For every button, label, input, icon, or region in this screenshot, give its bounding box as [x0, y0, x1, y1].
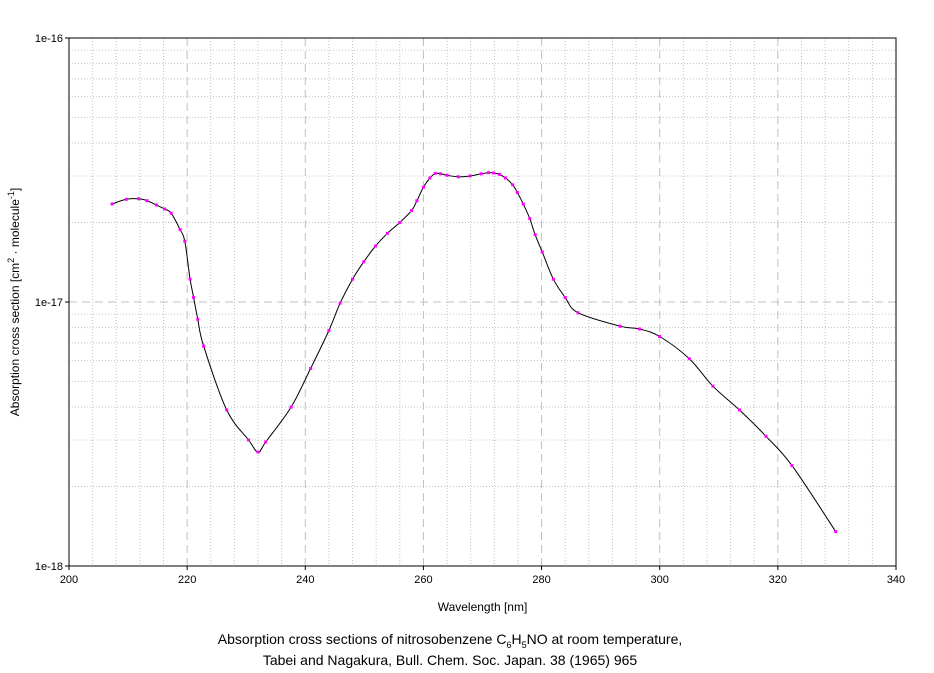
y-axis-label: Absorption cross section [cm2 · molecule…: [6, 187, 22, 417]
x-tick-label: 340: [887, 574, 905, 586]
data-point: [479, 172, 483, 176]
data-point: [638, 327, 642, 331]
y-tick-label: 1e-16: [35, 33, 63, 45]
data-point: [415, 199, 419, 203]
data-point: [764, 434, 768, 438]
data-point: [511, 183, 515, 187]
data-point: [385, 231, 389, 235]
data-point: [687, 357, 691, 361]
data-point: [256, 450, 260, 454]
data-point: [196, 317, 200, 321]
x-tick-label: 240: [296, 574, 314, 586]
data-point: [486, 171, 490, 175]
data-points: [110, 171, 838, 534]
data-point: [264, 440, 268, 444]
data-point: [202, 344, 206, 348]
data-point: [498, 173, 502, 176]
data-point: [163, 207, 167, 211]
data-point: [110, 202, 114, 206]
caption-line-1: Absorption cross sections of nitrosobenz…: [217, 631, 683, 650]
x-tick-label: 320: [769, 574, 787, 586]
data-point: [338, 301, 342, 305]
data-point: [551, 277, 555, 281]
x-tick-label: 220: [178, 574, 196, 586]
data-point: [421, 185, 425, 189]
data-point: [145, 199, 149, 203]
data-point: [528, 217, 532, 221]
x-tick-label: 300: [651, 574, 669, 586]
grid-lines: [69, 38, 896, 566]
caption-line-2: Tabei and Nagakura, Bull. Chem. Soc. Jap…: [262, 652, 638, 668]
data-point: [309, 367, 313, 370]
axis-ticks: 200 220 240 260 280 300 320 340 1e-18 1e-17 1e-16: [35, 33, 905, 586]
data-point: [192, 296, 196, 299]
data-point: [834, 530, 838, 534]
data-point: [428, 176, 432, 180]
data-point: [576, 311, 580, 315]
data-point: [456, 175, 460, 179]
data-point: [183, 239, 187, 243]
data-curve: [111, 172, 837, 532]
x-tick-label: 280: [532, 574, 550, 586]
data-point: [188, 277, 192, 281]
data-point: [445, 173, 449, 177]
data-point: [439, 172, 443, 176]
data-point: [247, 438, 251, 442]
y-tick-label: 1e-18: [35, 561, 63, 573]
data-point: [289, 405, 293, 409]
data-point: [492, 171, 496, 175]
data-point: [169, 211, 173, 215]
x-axis-label: Wavelength [nm]: [437, 600, 528, 614]
y-tick-label: 1e-17: [35, 297, 63, 309]
data-point: [533, 233, 537, 237]
data-point: [658, 335, 662, 338]
data-point: [225, 408, 229, 412]
data-point: [618, 324, 622, 328]
data-point: [327, 329, 331, 332]
data-point: [351, 277, 354, 281]
data-point: [515, 190, 519, 194]
data-point: [362, 260, 366, 264]
data-point: [137, 197, 141, 201]
data-point: [563, 296, 567, 299]
x-tick-label: 200: [60, 574, 78, 586]
data-point: [433, 171, 437, 175]
data-point: [521, 202, 525, 206]
data-point: [178, 228, 182, 232]
data-point: [540, 250, 544, 254]
data-point: [738, 408, 741, 412]
x-tick-label: 260: [414, 574, 432, 586]
data-point: [124, 197, 128, 201]
data-point: [711, 384, 715, 388]
data-point: [790, 464, 794, 468]
data-point: [154, 203, 158, 207]
data-point: [410, 209, 414, 213]
y-axis-label-container: Absorption cross section [cm2 · molecule…: [0, 38, 30, 566]
chart-caption: Absorption cross sections of nitrosobenz…: [0, 629, 900, 671]
data-point: [398, 221, 402, 224]
data-point: [374, 244, 378, 248]
data-point: [504, 176, 507, 180]
data-point: [468, 174, 472, 178]
